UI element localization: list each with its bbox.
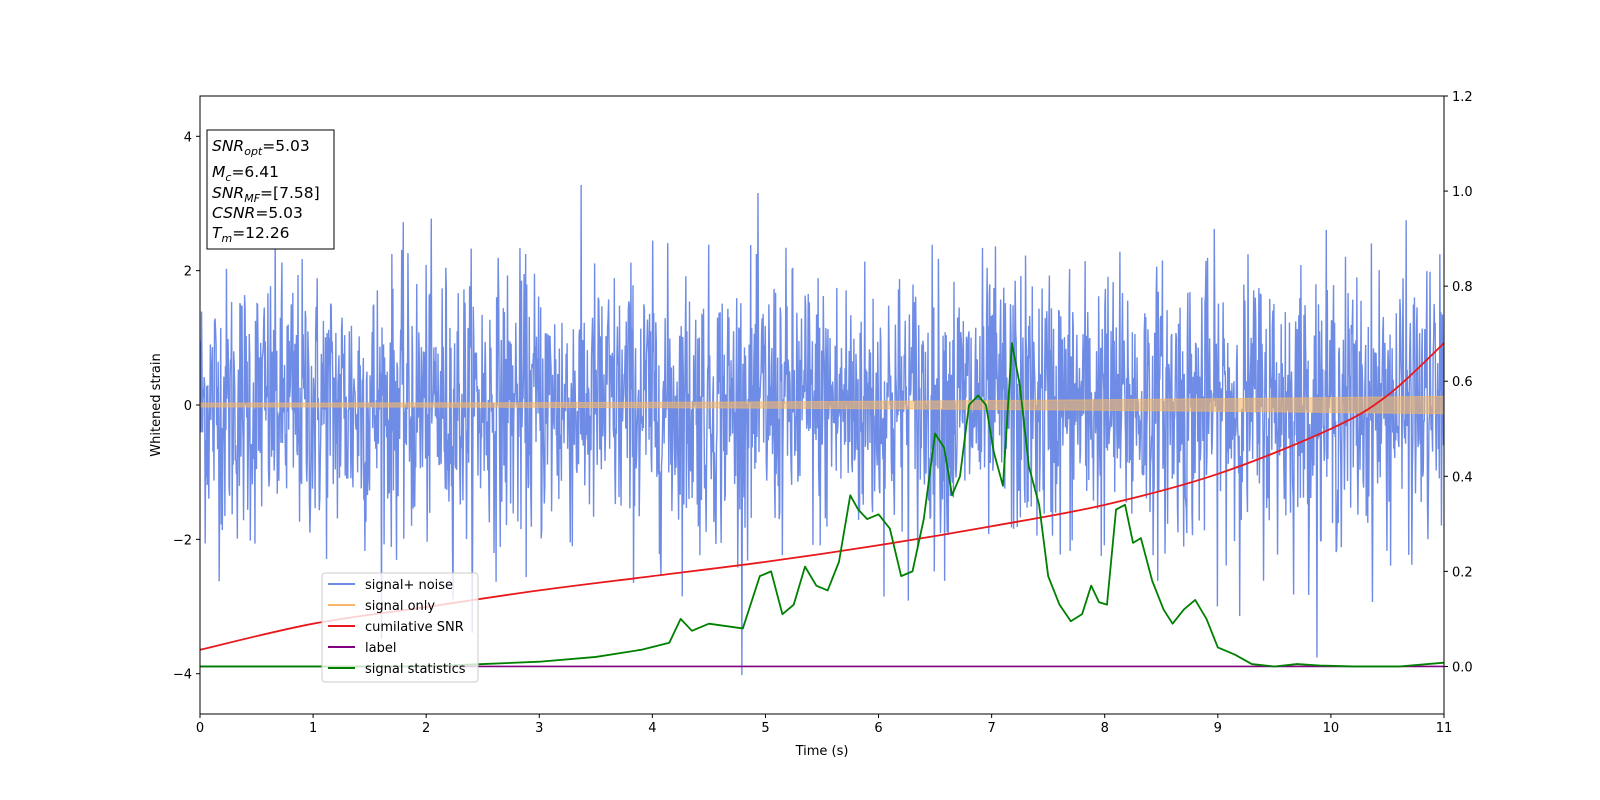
y2-tick-label: 0.4: [1452, 470, 1473, 485]
signal-only-line: [200, 395, 1444, 415]
legend-label-cumulative-snr: cumilative SNR: [365, 620, 464, 635]
stats-annotation-box: SNRopt=5.03 Mc=6.41 SNRMF=[7.58] CSNR=5.…: [206, 129, 335, 250]
legend-label-signal-noise: signal+ noise: [365, 578, 453, 593]
y2-tick-label: 0.2: [1452, 565, 1473, 580]
legend: signal+ noise signal only cumilative SNR…: [321, 572, 479, 683]
x-tick-label: 3: [535, 721, 543, 736]
y2-tick-label: 0.0: [1452, 660, 1473, 675]
signal-only-series: [200, 395, 1444, 415]
y-tick-label: −4: [173, 668, 192, 683]
signal-statistics-series: [200, 342, 1444, 668]
y-tick-label: −2: [173, 533, 192, 548]
signal-noise-line: [200, 184, 1444, 676]
y-tick-label: 4: [184, 130, 192, 145]
x-tick-label: 7: [987, 721, 995, 736]
y-tick-label: 0: [184, 399, 192, 414]
x-tick-label: 9: [1214, 721, 1222, 736]
y-axis-label: Whitened strain: [149, 353, 164, 456]
x-tick-label: 8: [1101, 721, 1109, 736]
y2-axis-ticks: 0.0 0.2 0.4 0.6 0.8 1.0 1.2: [1444, 90, 1473, 675]
csnr-annotation: CSNR=5.03: [212, 204, 303, 222]
y-tick-label: 2: [184, 265, 192, 280]
x-axis-label: Time (s): [795, 744, 849, 759]
x-tick-label: 4: [648, 721, 656, 736]
legend-label-label: label: [365, 641, 396, 656]
x-tick-label: 5: [761, 721, 769, 736]
x-tick-label: 6: [874, 721, 882, 736]
y2-tick-label: 0.8: [1452, 280, 1473, 295]
signal-statistics-line: [200, 342, 1444, 668]
mc-annotation: Mc=6.41: [212, 163, 279, 184]
y2-tick-label: 0.6: [1452, 375, 1473, 390]
x-tick-label: 0: [196, 721, 204, 736]
x-tick-label: 11: [1436, 721, 1453, 736]
x-axis-ticks: 0 1 2 3 4 5 6 7 8 9 10 11: [196, 714, 1452, 736]
snr-opt-annotation: SNRopt=5.03: [212, 137, 310, 158]
legend-label-signal-only: signal only: [365, 599, 435, 614]
signal-noise-series: [200, 184, 1444, 676]
y2-tick-label: 1.2: [1452, 90, 1473, 105]
tm-annotation: Tm=12.26: [212, 224, 290, 245]
x-tick-label: 10: [1323, 721, 1340, 736]
legend-label-signal-statistics: signal statistics: [365, 662, 466, 677]
x-tick-label: 2: [422, 721, 430, 736]
x-tick-label: 1: [309, 721, 317, 736]
snr-mf-annotation: SNRMF=[7.58]: [212, 184, 320, 205]
y2-tick-label: 1.0: [1452, 185, 1473, 200]
y-axis-ticks: −4 −2 0 2 4: [173, 130, 200, 683]
